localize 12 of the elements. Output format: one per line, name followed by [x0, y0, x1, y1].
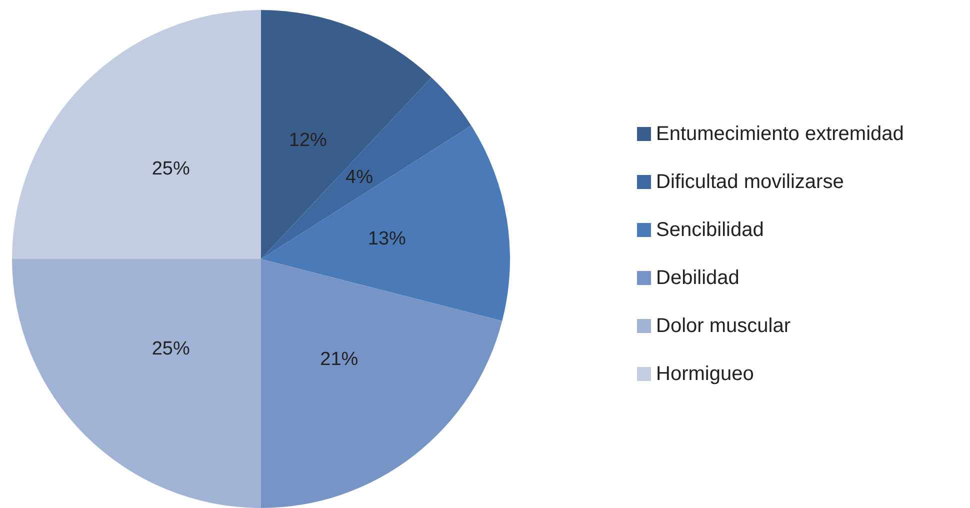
legend-label: Dificultad movilizarse [656, 171, 844, 193]
data-label: 4% [346, 167, 374, 188]
data-label: 21% [320, 349, 358, 370]
data-label: 25% [152, 158, 190, 180]
legend-label: Hormigueo [656, 363, 754, 385]
data-label: 13% [368, 228, 406, 250]
legend-label: Debilidad [656, 267, 740, 289]
legend-label: Entumecimiento extremidad [656, 123, 904, 145]
data-label: 25% [152, 338, 190, 360]
legend-label: Sencibilidad [656, 219, 764, 241]
legend-label: Dolor muscular [656, 315, 791, 337]
data-label: 12% [288, 130, 328, 151]
